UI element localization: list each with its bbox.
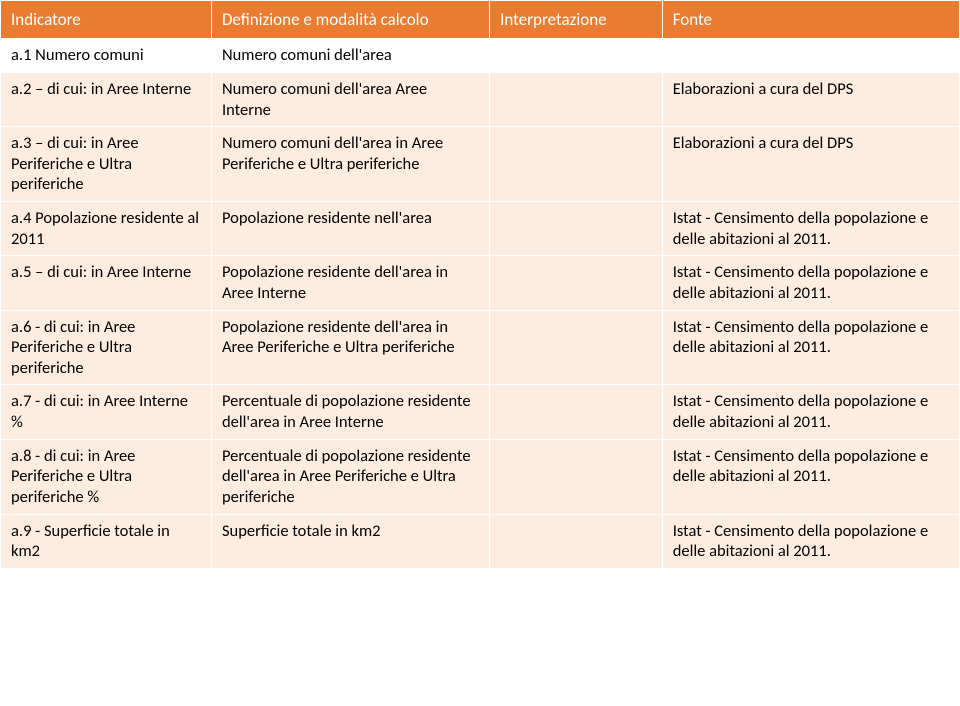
cell-interpretazione <box>490 256 663 310</box>
cell-interpretazione <box>490 39 663 73</box>
cell-indicatore: a.5 – di cui: in Aree Interne <box>1 256 212 310</box>
cell-interpretazione <box>490 72 663 126</box>
cell-indicatore: a.2 – di cui: in Aree Interne <box>1 72 212 126</box>
cell-fonte: Elaborazioni a cura del DPS <box>662 127 959 202</box>
table-row: a.6 - di cui: in Aree Periferiche e Ultr… <box>1 310 960 385</box>
cell-indicatore: a.9 - Superficie totale in km2 <box>1 514 212 568</box>
cell-interpretazione <box>490 310 663 385</box>
cell-definizione: Numero comuni dell'area <box>211 39 489 73</box>
cell-definizione: Percentuale di popolazione residente del… <box>211 439 489 514</box>
table-header-row: Indicatore Definizione e modalità calcol… <box>1 1 960 39</box>
table-row: a.7 - di cui: in Aree Interne % Percentu… <box>1 385 960 439</box>
cell-interpretazione <box>490 439 663 514</box>
cell-fonte: Istat - Censimento della popolazione e d… <box>662 202 959 256</box>
cell-definizione: Popolazione residente dell'area in Aree … <box>211 310 489 385</box>
table-row: a.1 Numero comuni Numero comuni dell'are… <box>1 39 960 73</box>
cell-indicatore: a.3 – di cui: in Aree Periferiche e Ultr… <box>1 127 212 202</box>
cell-fonte: Istat - Censimento della popolazione e d… <box>662 514 959 568</box>
cell-indicatore: a.1 Numero comuni <box>1 39 212 73</box>
col-header-interpretazione: Interpretazione <box>490 1 663 39</box>
table-row: a.8 - di cui: in Aree Periferiche e Ultr… <box>1 439 960 514</box>
cell-indicatore: a.8 - di cui: in Aree Periferiche e Ultr… <box>1 439 212 514</box>
cell-definizione: Superficie totale in km2 <box>211 514 489 568</box>
cell-fonte <box>662 39 959 73</box>
cell-fonte: Istat - Censimento della popolazione e d… <box>662 256 959 310</box>
cell-indicatore: a.7 - di cui: in Aree Interne % <box>1 385 212 439</box>
table-row: a.3 – di cui: in Aree Periferiche e Ultr… <box>1 127 960 202</box>
cell-definizione: Numero comuni dell'area in Aree Periferi… <box>211 127 489 202</box>
cell-definizione: Popolazione residente dell'area in Aree … <box>211 256 489 310</box>
cell-fonte: Istat - Censimento della popolazione e d… <box>662 439 959 514</box>
col-header-fonte: Fonte <box>662 1 959 39</box>
table-row: a.9 - Superficie totale in km2 Superfici… <box>1 514 960 568</box>
cell-interpretazione <box>490 514 663 568</box>
cell-indicatore: a.6 - di cui: in Aree Periferiche e Ultr… <box>1 310 212 385</box>
col-header-definizione: Definizione e modalità calcolo <box>211 1 489 39</box>
cell-fonte: Istat - Censimento della popolazione e d… <box>662 310 959 385</box>
table-row: a.5 – di cui: in Aree Interne Popolazion… <box>1 256 960 310</box>
col-header-indicatore: Indicatore <box>1 1 212 39</box>
cell-definizione: Numero comuni dell'area Aree Interne <box>211 72 489 126</box>
cell-definizione: Popolazione residente nell'area <box>211 202 489 256</box>
cell-indicatore: a.4 Popolazione residente al 2011 <box>1 202 212 256</box>
cell-fonte: Istat - Censimento della popolazione e d… <box>662 385 959 439</box>
cell-definizione: Percentuale di popolazione residente del… <box>211 385 489 439</box>
indicators-table: Indicatore Definizione e modalità calcol… <box>0 0 960 569</box>
cell-interpretazione <box>490 385 663 439</box>
table-row: a.2 – di cui: in Aree Interne Numero com… <box>1 72 960 126</box>
cell-fonte: Elaborazioni a cura del DPS <box>662 72 959 126</box>
cell-interpretazione <box>490 127 663 202</box>
cell-interpretazione <box>490 202 663 256</box>
table-row: a.4 Popolazione residente al 2011 Popola… <box>1 202 960 256</box>
